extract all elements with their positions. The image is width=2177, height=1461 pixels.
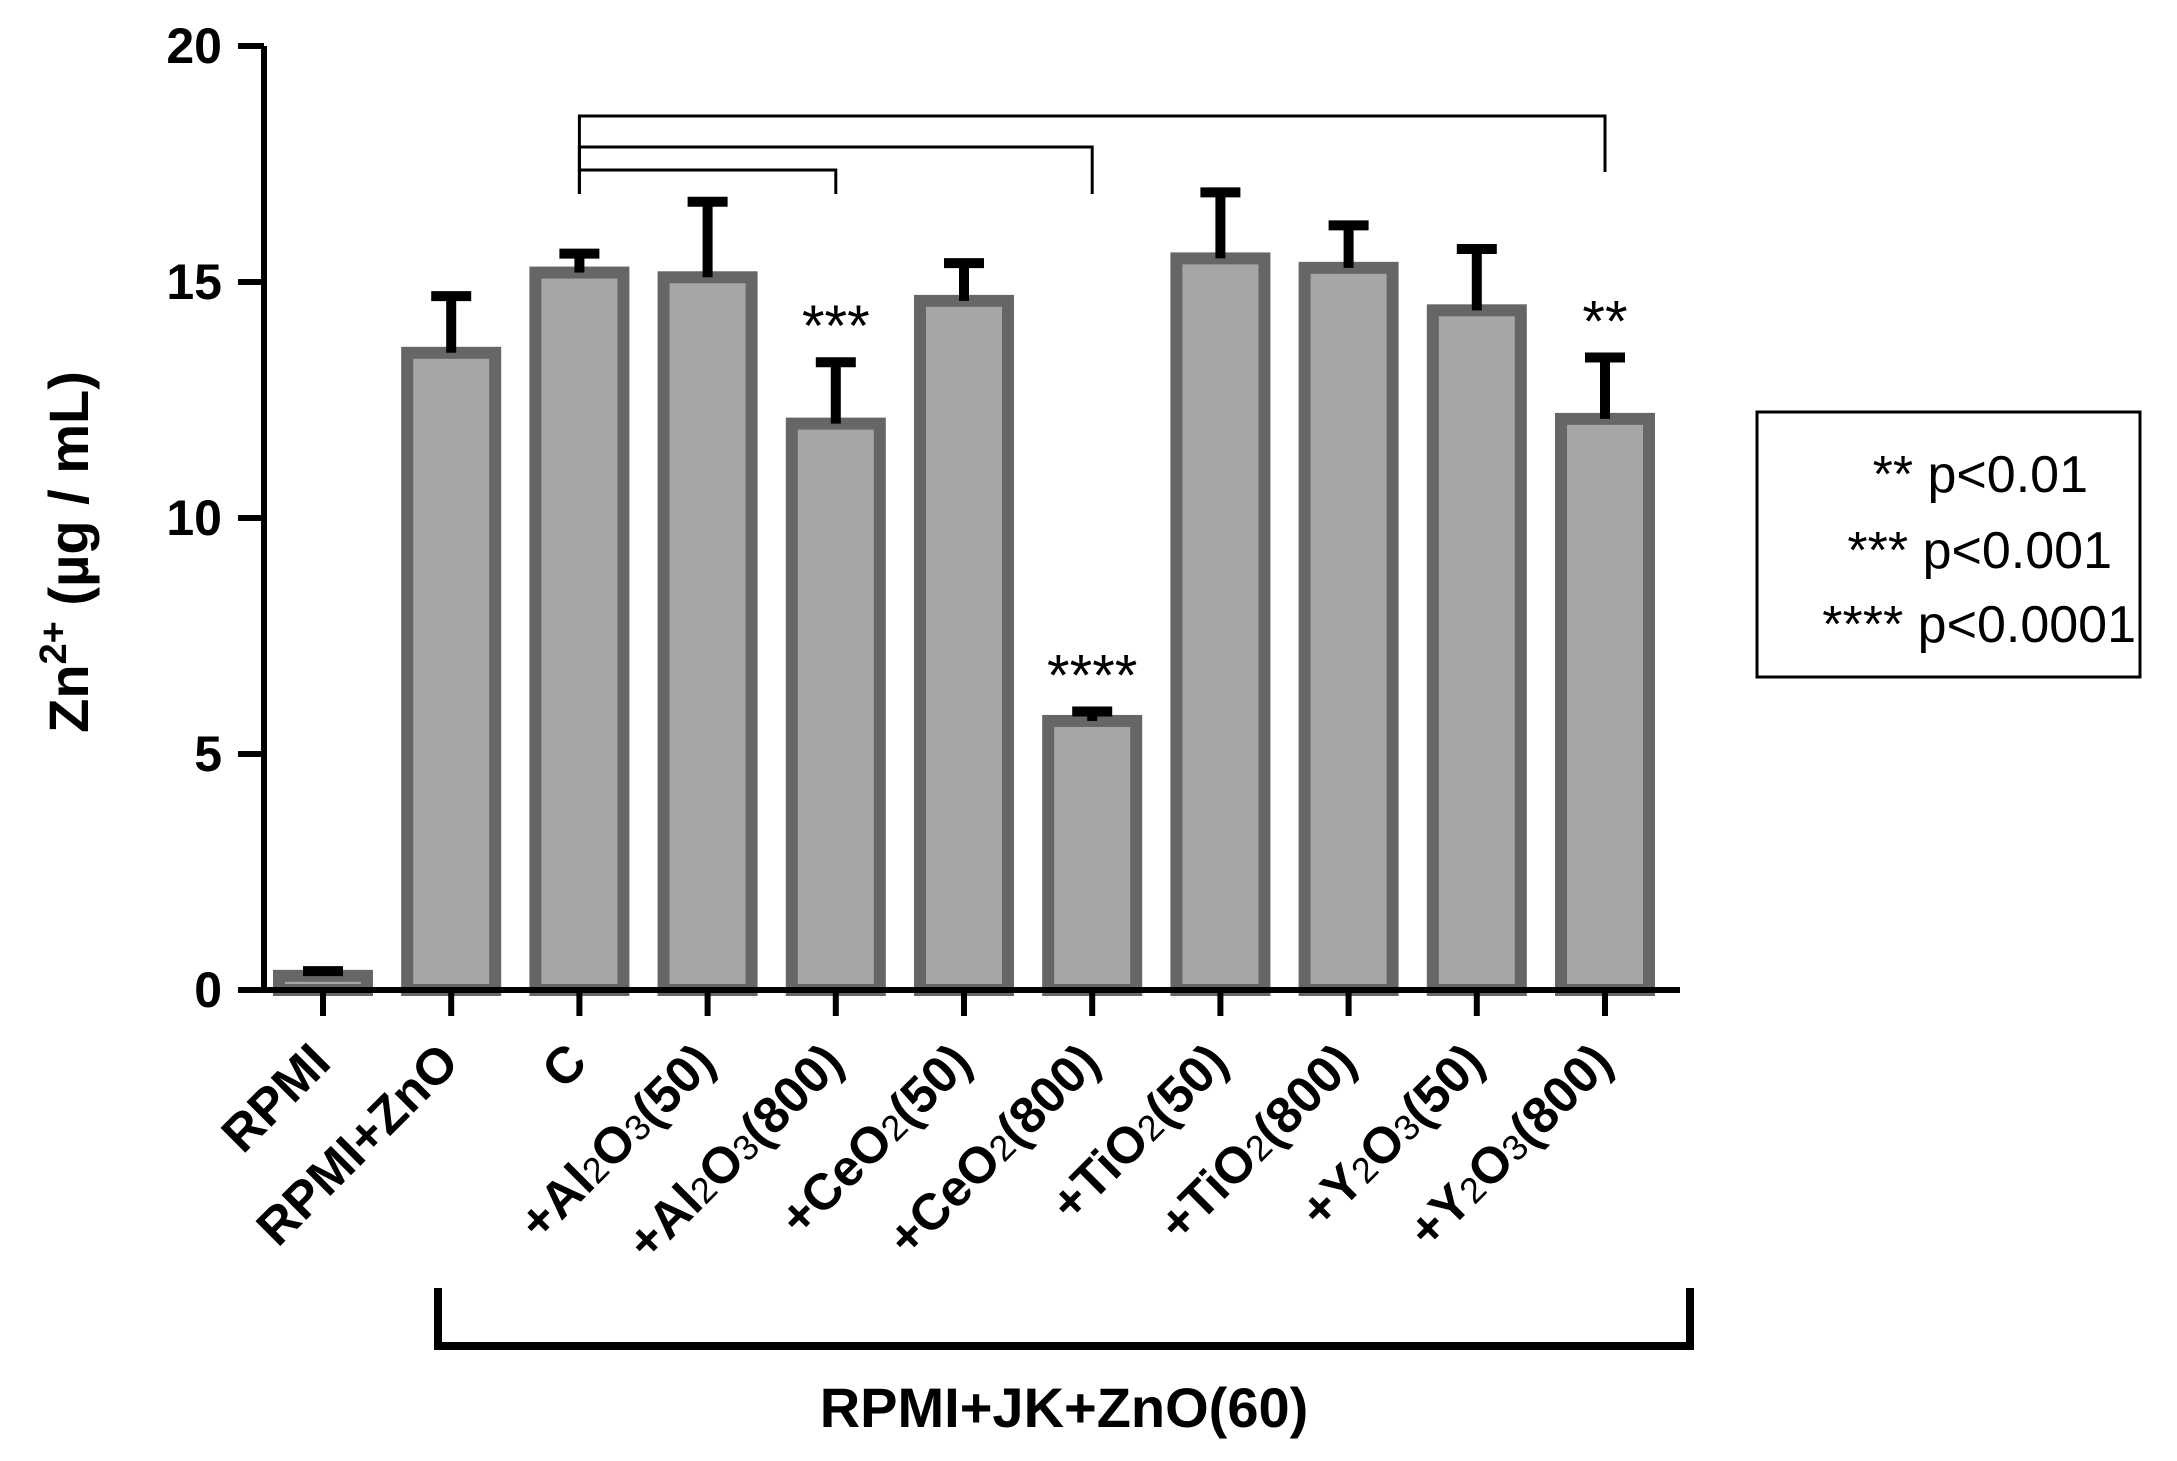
group-label: RPMI+JK+ZnO(60) (820, 1376, 1309, 1439)
x-tick-label: +CeO2(800) (876, 1032, 1110, 1266)
x-tick-label: +TiO2(800) (1147, 1032, 1366, 1251)
legend-box (1755, 410, 2142, 679)
x-tick-label: +Al2O3(800) (616, 1032, 854, 1270)
bars-layer (273, 252, 1655, 997)
x-tick-label: RPMI+ZnO (245, 1032, 469, 1256)
bar (1555, 412, 1655, 996)
legend-entry: *** p<0.001 (1847, 522, 2112, 580)
bar (785, 417, 886, 997)
comparison-brackets (577, 114, 1607, 194)
bar (1426, 304, 1527, 996)
significance-marker: *** (802, 294, 870, 359)
comparison-bracket (577, 114, 1607, 172)
y-tick-label: 20 (166, 18, 222, 74)
bar (401, 346, 502, 996)
y-axis-label: Zn2+ (µg / mL) (33, 371, 100, 733)
legend: ** p<0.01 *** p<0.001 **** p<0.0001 (1755, 410, 2142, 679)
y-tick-label: 0 (194, 962, 222, 1018)
legend-entry: ** p<0.01 (1873, 446, 2088, 504)
bar (1042, 714, 1143, 997)
bar (529, 266, 630, 996)
legend-entry: **** p<0.0001 (1822, 596, 2136, 654)
x-tick-label: C (531, 1032, 597, 1098)
bar (1170, 252, 1271, 996)
significance-marker: **** (1047, 644, 1137, 709)
y-tick-label: 15 (166, 254, 222, 310)
comparison-bracket (577, 168, 838, 194)
y-ticks: 0 5 10 15 20 (166, 18, 264, 1018)
y-tick-label: 5 (194, 726, 222, 782)
bar (657, 271, 758, 996)
significance-markers: ********* (802, 290, 1628, 709)
bar (914, 294, 1014, 996)
error-bars-layer (303, 187, 1625, 977)
y-tick-label: 10 (166, 490, 222, 546)
bar (1298, 261, 1399, 996)
group-bracket (434, 1288, 1694, 1350)
significance-marker: ** (1582, 290, 1627, 355)
